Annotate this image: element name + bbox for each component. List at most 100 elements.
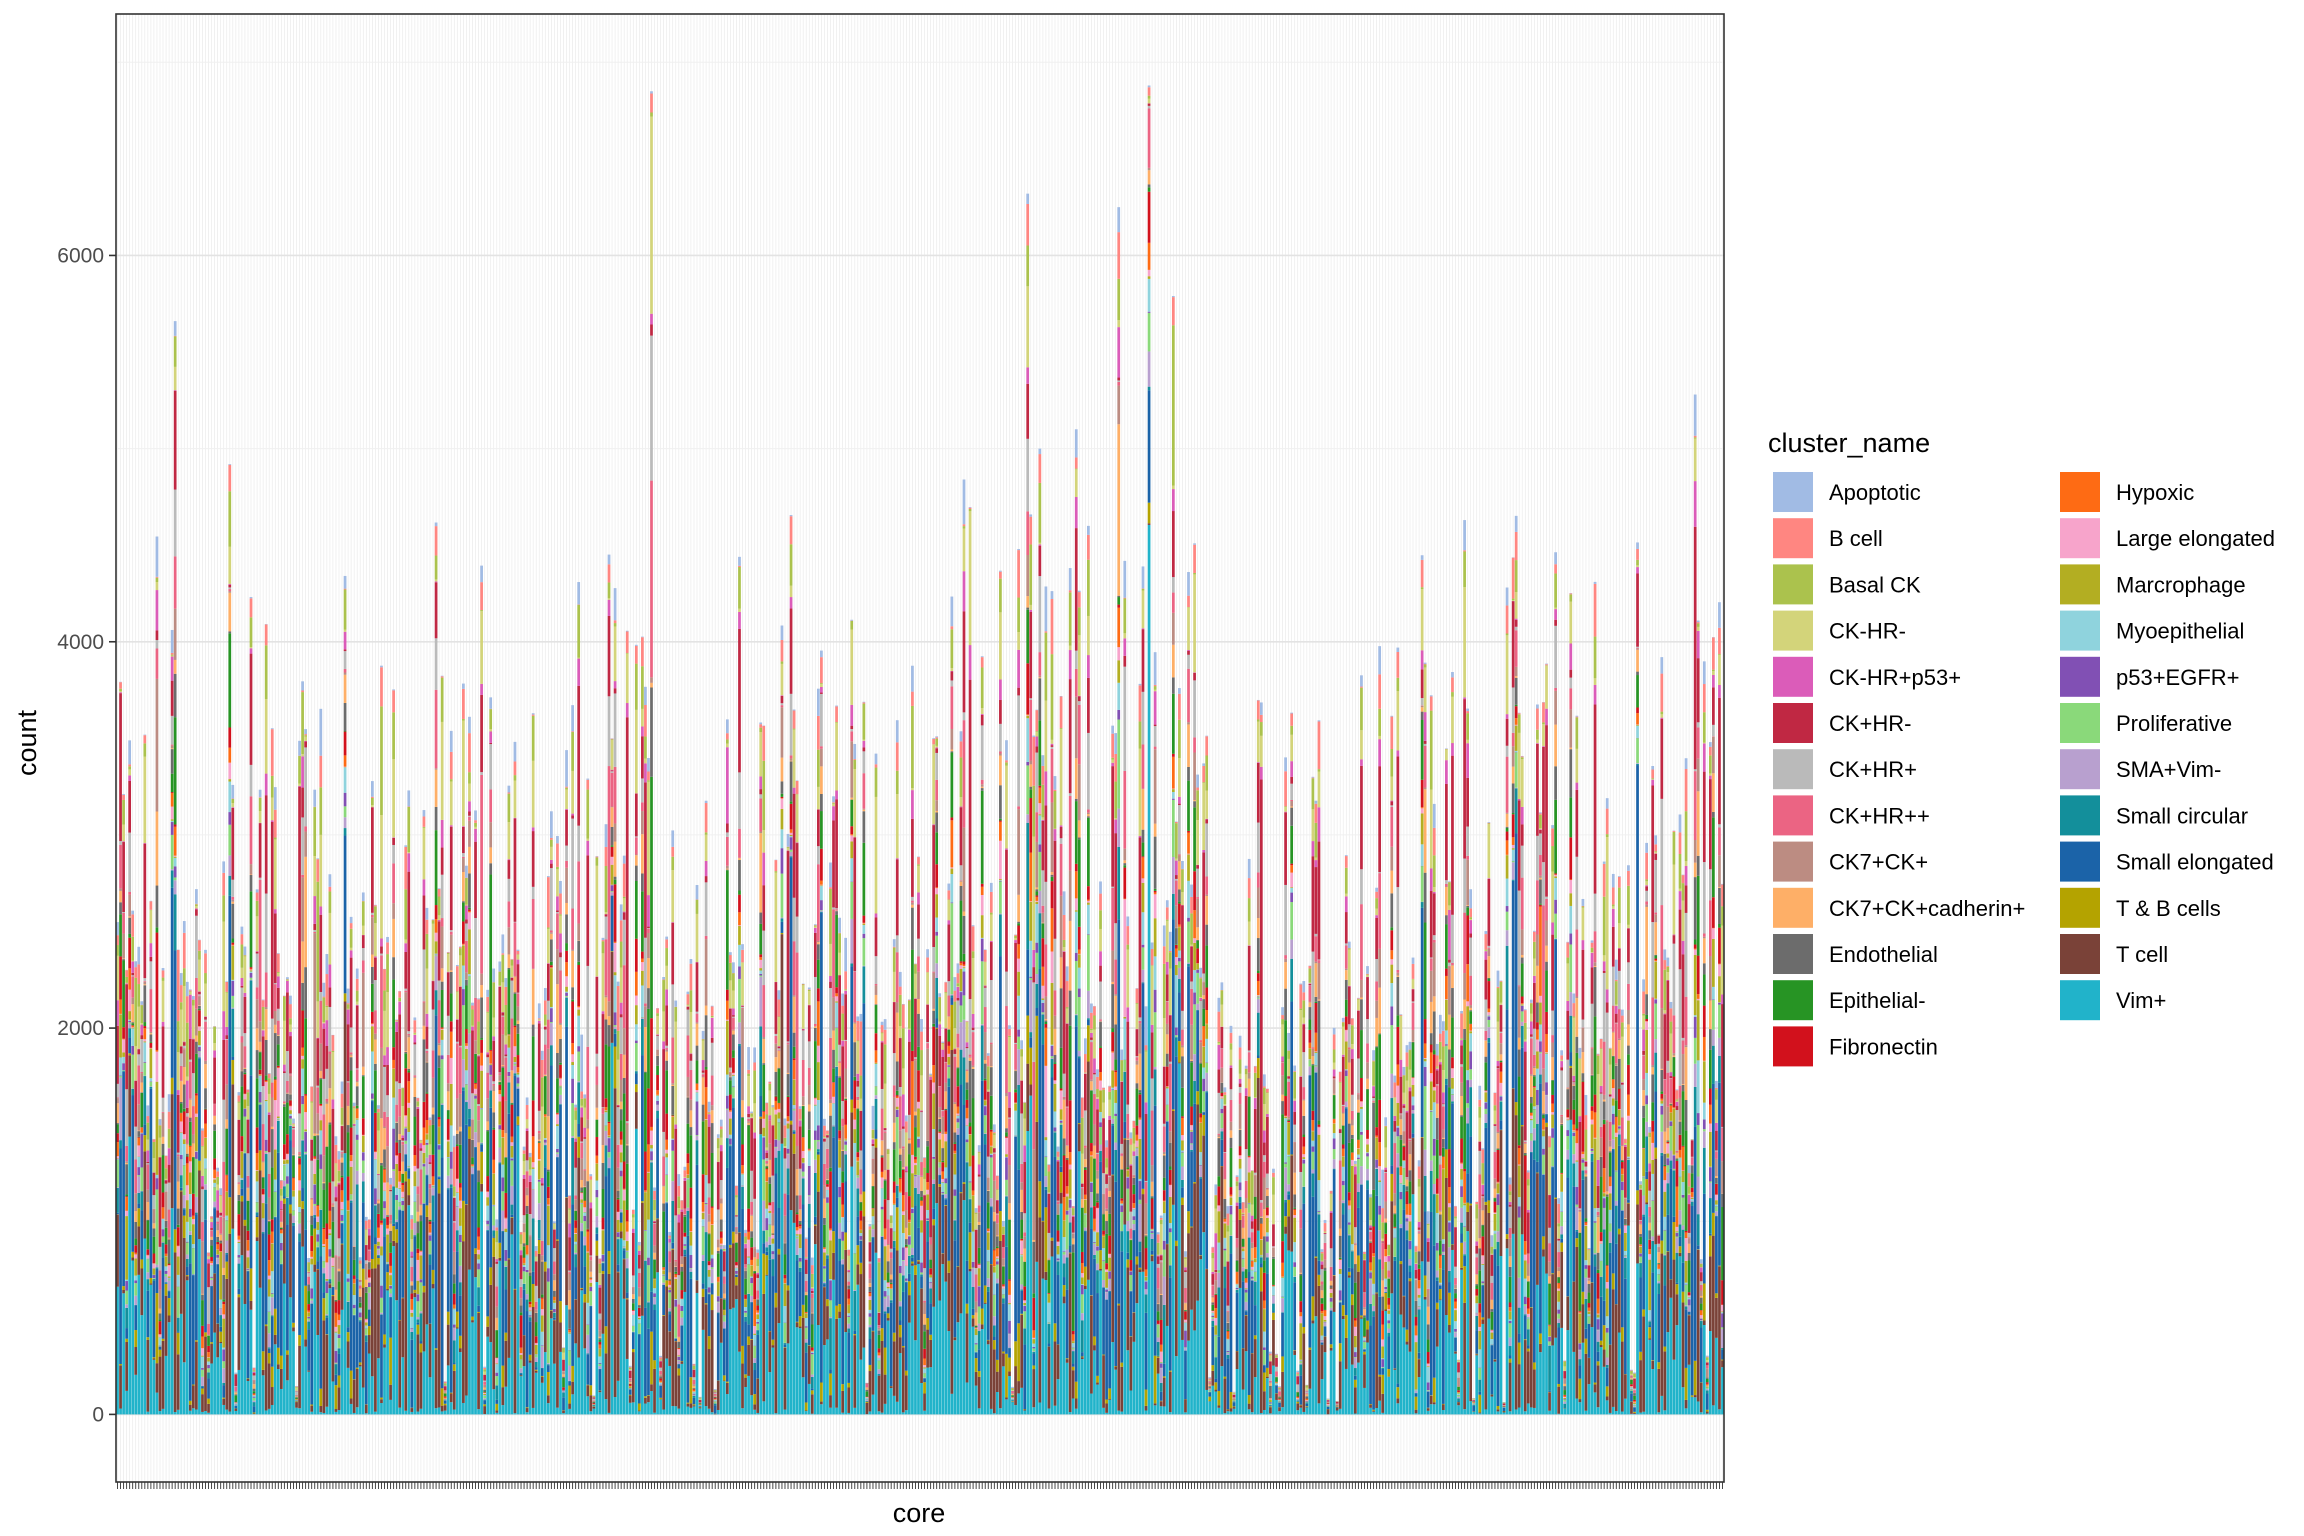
bar-segment [279,1188,283,1196]
bar-segment [392,1128,395,1170]
bar-segment [574,1119,578,1139]
bar-segment [185,1116,189,1144]
bar-segment [346,1081,350,1083]
bar-segment [228,824,232,856]
bar-segment [258,1287,262,1415]
bar-segment [273,913,277,984]
bar-segment [188,1404,192,1411]
bar-segment [434,953,438,955]
bar-segment [462,943,465,945]
bar-segment [349,1202,353,1371]
bar-segment [616,1144,620,1168]
bar-segment [395,1187,399,1195]
bar-segment [437,888,441,897]
bar-segment [592,1398,596,1401]
bar-segment [304,1018,307,1095]
bar-segment [198,1170,201,1240]
bar-segment [504,1266,508,1290]
bar-segment [155,678,159,812]
bar-segment [128,968,132,990]
bar-segment [137,946,141,965]
bar-segment [176,1256,180,1275]
bar-segment [286,1197,289,1198]
bar-segment [316,859,320,882]
bar-segment [304,729,307,735]
bar-segment [401,1144,405,1162]
bar-segment [522,1289,526,1336]
bar-segment [498,1081,502,1083]
bar-segment [595,1084,599,1108]
bar-segment [449,826,453,931]
bar-segment [301,754,304,757]
bar-segment [231,938,235,943]
bar-segment [240,967,244,979]
bar-segment [437,1179,441,1194]
bar-segment [510,1217,514,1218]
bar-segment [313,807,317,857]
bar-segment [261,1188,265,1195]
bar-segment [407,871,411,1032]
bar-segment [289,1074,292,1076]
bar-segment [234,1395,238,1403]
bar-segment [298,1241,301,1336]
bar-segment [495,1376,499,1386]
bar-segment [443,1398,447,1400]
bar-segment [201,1336,204,1349]
bar-segment [631,1214,635,1218]
bar-segment [610,807,614,827]
bar-segment [188,1146,192,1162]
bar-segment [550,1022,553,1024]
bar-segment [392,863,395,904]
bar-segment [149,1042,153,1048]
bar-segment [634,1043,638,1071]
bar-segment [625,1209,629,1222]
bar-segment [462,858,465,873]
bar-segment [361,1181,365,1203]
bar-segment [228,747,232,763]
bar-segment [389,1214,392,1221]
bar-segment [304,826,307,832]
bar-segment [267,1333,271,1348]
bar-segment [328,912,332,965]
bar-segment [164,1273,168,1277]
bar-segment [228,633,232,728]
bar-segment [531,1283,535,1307]
bar-segment [264,624,268,646]
bar-segment [644,1403,647,1415]
bar-segment [349,950,353,958]
bar-segment [361,1172,365,1182]
bar-segment [540,1331,544,1346]
bar-segment [637,1323,641,1334]
bar-segment [216,1258,220,1264]
bar-segment [540,1255,544,1261]
bar-segment [216,1190,220,1211]
bar-segment [455,1192,459,1207]
bar-segment [562,1413,565,1415]
bar-segment [616,1237,620,1239]
bar-segment [489,1049,493,1051]
bar-segment [364,1260,368,1264]
bar-segment [498,1075,502,1081]
bar-segment [307,1271,311,1273]
bar-segment [431,920,435,924]
bar-segment [307,1273,311,1277]
bar-segment [422,827,426,880]
bar-segment [361,901,365,926]
bar-segment [364,1325,368,1329]
bar-segment [519,1279,523,1287]
bar-segment [419,1282,423,1312]
bar-segment [377,1108,380,1113]
bar-segment [613,1026,617,1030]
bar-segment [462,826,465,827]
bar-segment [625,1251,629,1259]
bar-segment [249,972,253,978]
bar-segment [352,1125,356,1247]
bar-segment [647,928,650,933]
bar-segment [188,1410,192,1415]
bar-segment [598,1263,602,1274]
bar-segment [625,1358,629,1415]
bar-segment [179,1009,183,1047]
bar-segment [486,1220,490,1225]
bar-segment [604,1125,608,1131]
bar-segment [192,1106,195,1135]
